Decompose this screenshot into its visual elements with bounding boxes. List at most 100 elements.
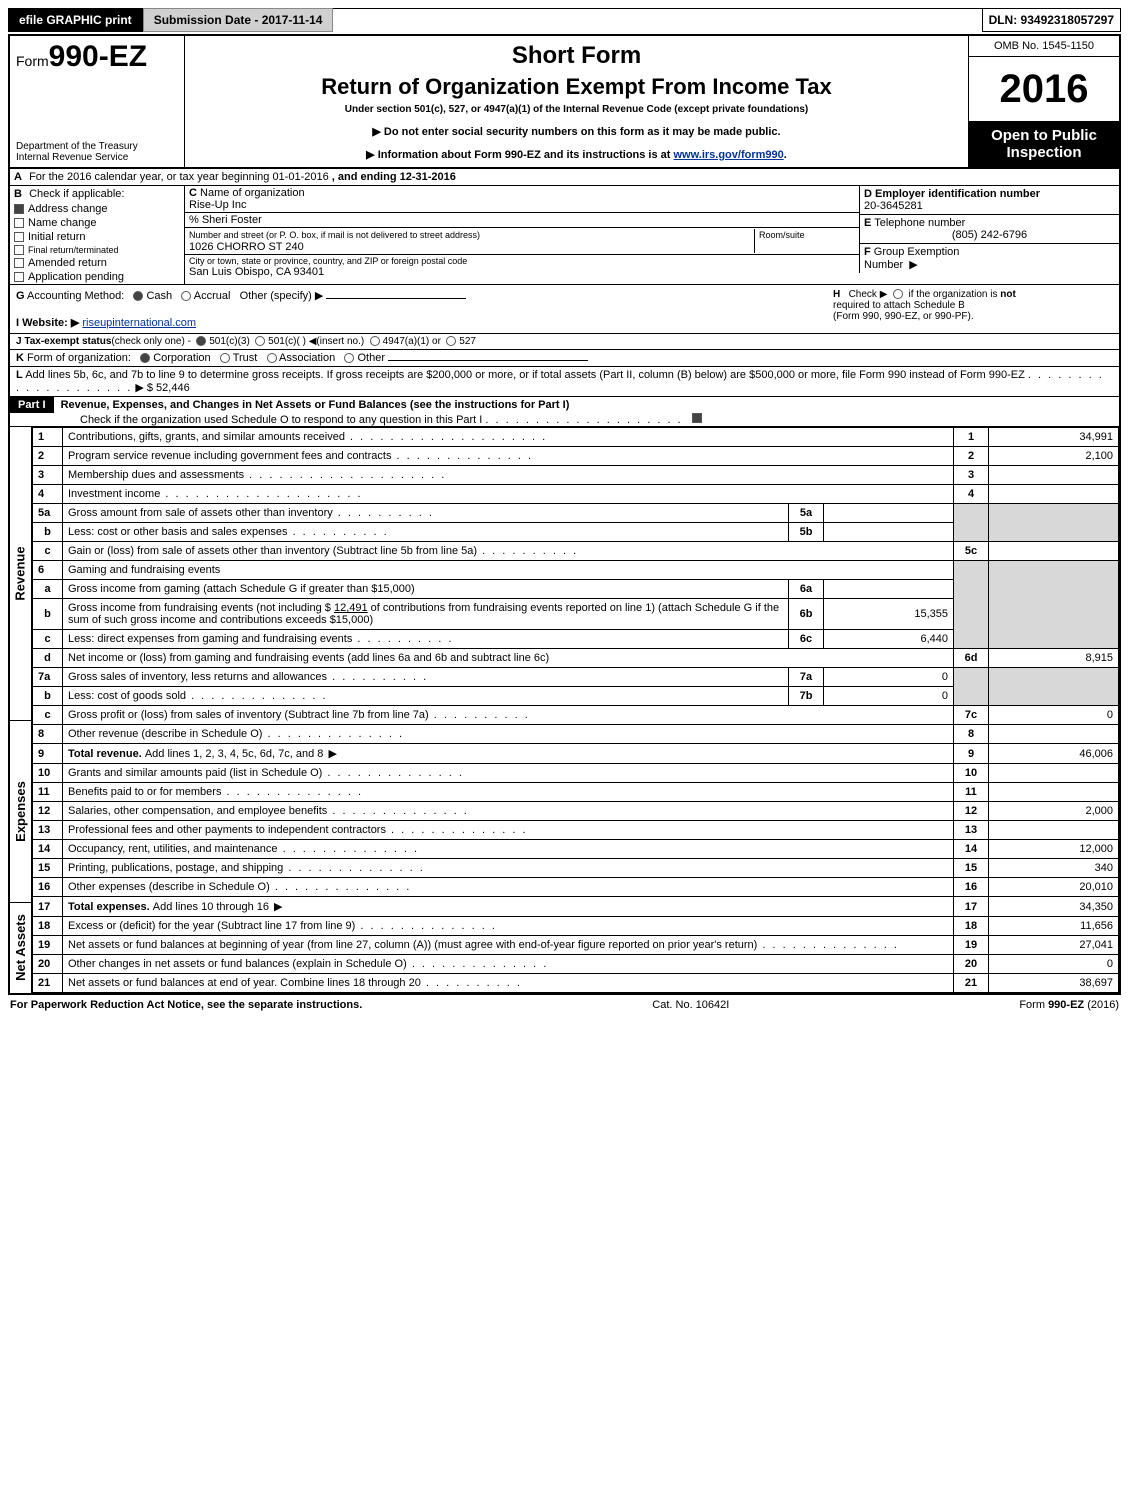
l17-desc2: Add lines 10 through 16 xyxy=(153,901,269,913)
l1-dots xyxy=(345,431,547,443)
l6c-desc: Less: direct expenses from gaming and fu… xyxy=(68,633,352,645)
radio-501c-icon[interactable] xyxy=(255,336,265,346)
check-address-label: Address change xyxy=(28,203,108,215)
radio-other-icon[interactable] xyxy=(344,353,354,363)
footer-right: Form 990-EZ (2016) xyxy=(1019,999,1119,1011)
opt-4947: 4947(a)(1) or xyxy=(383,336,441,347)
check-application-pending[interactable]: Application pending xyxy=(10,270,184,284)
l7b-mamt: 0 xyxy=(824,687,954,706)
radio-corp-icon[interactable] xyxy=(140,353,150,363)
radio-assoc-icon[interactable] xyxy=(267,353,277,363)
l2-box: 2 xyxy=(954,447,989,466)
l19-box: 19 xyxy=(954,936,989,955)
radio-h-icon[interactable] xyxy=(893,289,903,299)
checkbox-initial-icon xyxy=(14,232,24,242)
check-final-return[interactable]: Final return/terminated xyxy=(10,244,184,256)
line-2: 2 Program service revenue including gove… xyxy=(33,447,1119,466)
l17-desc: Total expenses. xyxy=(68,901,153,913)
submission-date-label: Submission Date - 2017-11-14 xyxy=(143,8,334,32)
efile-print-button[interactable]: efile GRAPHIC print xyxy=(8,8,143,32)
tax-year: 2016 xyxy=(969,57,1119,121)
main-form: A For the 2016 calendar year, or tax yea… xyxy=(8,169,1121,995)
other-org-label: Other xyxy=(357,352,385,364)
line-6d: d Net income or (loss) from gaming and f… xyxy=(33,649,1119,668)
radio-4947-icon[interactable] xyxy=(370,336,380,346)
letter-c: C xyxy=(189,187,197,199)
side-revenue-text: Revenue xyxy=(13,547,28,601)
radio-accrual-icon[interactable] xyxy=(181,291,191,301)
l9-desc: Total revenue. xyxy=(68,748,145,760)
side-labels: Revenue Expenses Net Assets xyxy=(10,427,32,993)
l15-box: 15 xyxy=(954,859,989,878)
l9-amt: 46,006 xyxy=(989,744,1119,764)
section-b: B Check if applicable: Address change Na… xyxy=(10,186,185,284)
line-5a: 5a Gross amount from sale of assets othe… xyxy=(33,504,1119,523)
check-if-applicable: Check if applicable: xyxy=(29,188,124,200)
l6d-box: 6d xyxy=(954,649,989,668)
l7a-desc: Gross sales of inventory, less returns a… xyxy=(68,671,327,683)
footer-right-form: 990-EZ xyxy=(1048,999,1084,1011)
l15-desc: Printing, publications, postage, and shi… xyxy=(68,862,283,874)
l6b-mbox: 6b xyxy=(789,599,824,630)
l16-box: 16 xyxy=(954,878,989,897)
other-specify-line xyxy=(326,298,466,299)
shade-5 xyxy=(954,504,989,542)
check-initial-return[interactable]: Initial return xyxy=(10,230,184,244)
l13-dots xyxy=(386,824,528,836)
cash-label: Cash xyxy=(146,290,172,302)
l16-num: 16 xyxy=(33,878,63,897)
line-14: 14 Occupancy, rent, utilities, and maint… xyxy=(33,840,1119,859)
website-link[interactable]: riseupinternational.com xyxy=(82,317,196,329)
check-amended-label: Amended return xyxy=(28,257,107,269)
line-7c: c Gross profit or (loss) from sales of i… xyxy=(33,706,1119,725)
section-e: E Telephone number (805) 242-6796 xyxy=(859,215,1119,244)
l11-dots xyxy=(221,786,363,798)
l9-num: 9 xyxy=(33,744,63,764)
l21-desc: Net assets or fund balances at end of ye… xyxy=(68,977,421,989)
shade-7b xyxy=(989,668,1119,706)
checkbox-pending-icon xyxy=(14,272,24,282)
l6a-desc: Gross income from gaming (attach Schedul… xyxy=(63,580,789,599)
section-a-row: A For the 2016 calendar year, or tax yea… xyxy=(10,169,1119,186)
l16-amt: 20,010 xyxy=(989,878,1119,897)
l5a-mamt xyxy=(824,504,954,523)
line-1: 1 Contributions, gifts, grants, and simi… xyxy=(33,428,1119,447)
check-address-change[interactable]: Address change xyxy=(10,202,184,216)
radio-501c3-icon[interactable] xyxy=(196,336,206,346)
irs-link[interactable]: www.irs.gov/form990 xyxy=(674,149,784,161)
l3-box: 3 xyxy=(954,466,989,485)
line-20: 20 Other changes in net assets or fund b… xyxy=(33,955,1119,974)
l20-amt: 0 xyxy=(989,955,1119,974)
line-15: 15 Printing, publications, postage, and … xyxy=(33,859,1119,878)
line-7a: 7a Gross sales of inventory, less return… xyxy=(33,668,1119,687)
check-name-change[interactable]: Name change xyxy=(10,216,184,230)
h-text3: required to attach Schedule B xyxy=(833,300,965,311)
radio-trust-icon[interactable] xyxy=(220,353,230,363)
checkbox-address-icon xyxy=(14,204,24,214)
l2-amt: 2,100 xyxy=(989,447,1119,466)
check-initial-label: Initial return xyxy=(28,231,85,243)
check-amended-return[interactable]: Amended return xyxy=(10,256,184,270)
l12-desc: Salaries, other compensation, and employ… xyxy=(68,805,327,817)
checkbox-schedO-icon[interactable] xyxy=(692,413,702,423)
radio-527-icon[interactable] xyxy=(446,336,456,346)
radio-cash-icon[interactable] xyxy=(133,291,143,301)
open-line2: Inspection xyxy=(1006,144,1081,161)
shade-6 xyxy=(954,561,989,649)
care-of-line: % Sheri Foster xyxy=(185,213,859,228)
section-l-text: Add lines 5b, 6c, and 7b to line 9 to de… xyxy=(25,369,1025,381)
top-bar: efile GRAPHIC print Submission Date - 20… xyxy=(8,8,1121,32)
l17-box: 17 xyxy=(954,897,989,917)
opt-501c: 501(c)( ) ◀(insert no.) xyxy=(268,336,364,347)
l12-num: 12 xyxy=(33,802,63,821)
corp-label: Corporation xyxy=(153,352,210,364)
part-1-check-text: Check if the organization used Schedule … xyxy=(80,414,482,426)
l17-dots xyxy=(269,901,285,913)
line-18: 18 Excess or (deficit) for the year (Sub… xyxy=(33,917,1119,936)
l4-box: 4 xyxy=(954,485,989,504)
l5a-mbox: 5a xyxy=(789,504,824,523)
l6d-num: d xyxy=(33,649,63,668)
l18-num: 18 xyxy=(33,917,63,936)
l8-dots xyxy=(262,728,404,740)
side-netassets-text: Net Assets xyxy=(13,915,28,982)
